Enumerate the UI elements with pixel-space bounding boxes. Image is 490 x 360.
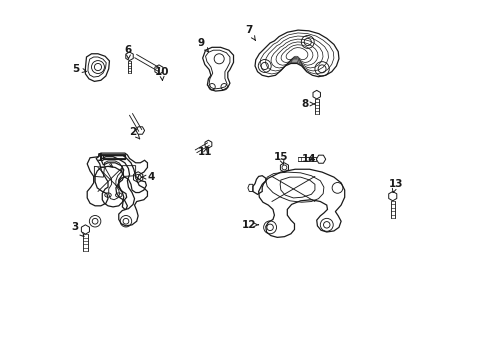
Text: 10: 10 bbox=[154, 67, 169, 81]
Text: 1: 1 bbox=[97, 153, 113, 167]
Text: 8: 8 bbox=[302, 99, 315, 109]
Text: 15: 15 bbox=[273, 152, 288, 165]
Text: 2: 2 bbox=[129, 127, 140, 139]
Text: 6: 6 bbox=[125, 45, 132, 59]
Text: 9: 9 bbox=[197, 38, 208, 52]
Text: 13: 13 bbox=[389, 179, 403, 193]
Text: 12: 12 bbox=[242, 220, 259, 230]
Text: 5: 5 bbox=[72, 64, 86, 74]
Text: 11: 11 bbox=[198, 147, 213, 157]
Text: 3: 3 bbox=[71, 222, 84, 237]
Text: 14: 14 bbox=[302, 154, 317, 164]
Text: 7: 7 bbox=[245, 25, 255, 40]
Text: 4: 4 bbox=[142, 172, 155, 182]
